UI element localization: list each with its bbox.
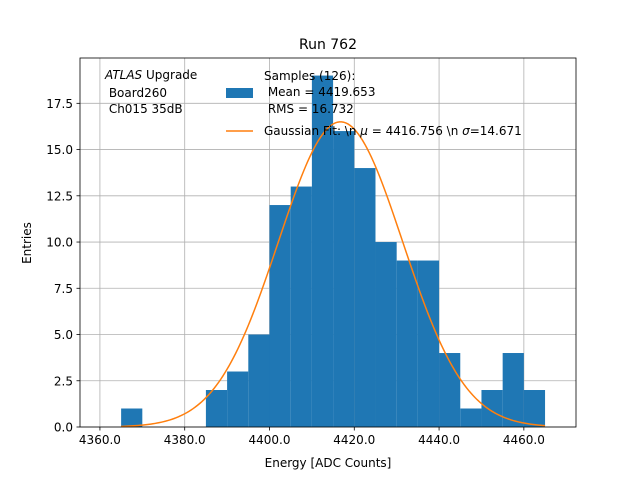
legend-fit-end: =14.671 (470, 124, 522, 138)
x-tick-label: 4460.0 (503, 433, 545, 447)
histogram-bar (248, 334, 270, 427)
x-tick-label: 4420.0 (333, 433, 375, 447)
gaussian-fit-curve (121, 121, 546, 428)
y-tick-label: 5.0 (54, 328, 73, 342)
annotation-line-3: Ch015 35dB (105, 102, 183, 116)
legend-fit-label: Gaussian Fit: \n μ = 4416.756 \n σ=14.67… (264, 124, 522, 138)
legend-fit-sigma: σ (462, 124, 470, 138)
histogram-bar (354, 168, 376, 428)
legend-fit-mu: μ (359, 124, 368, 138)
histogram-bar (481, 390, 503, 427)
histogram-bar (290, 186, 312, 427)
y-tick-label: 7.5 (54, 282, 73, 296)
x-tick-label: 4400.0 (248, 433, 290, 447)
annotation-upgrade: Upgrade (142, 68, 197, 82)
y-tick-label: 15.0 (46, 143, 73, 157)
legend-fit-mid: = 4416.756 \n (368, 124, 462, 138)
histogram-bar (523, 390, 546, 427)
histogram-bar (439, 353, 461, 427)
histogram-bars (121, 75, 546, 428)
x-axis-ticks: 4360.0 4380.0 4400.0 4420.0 4440.0 4460.0 (79, 427, 545, 447)
histogram-bar (205, 390, 228, 427)
x-tick-label: 4380.0 (164, 433, 206, 447)
x-axis-label: Energy [ADC Counts] (265, 456, 392, 470)
y-tick-label: 2.5 (54, 374, 73, 388)
y-tick-label: 12.5 (46, 189, 73, 203)
annotation-atlas: ATLAS (104, 68, 143, 82)
plot-frame (79, 57, 577, 428)
histogram-bar (269, 205, 291, 427)
annotation-line-2: Board260 (105, 86, 167, 100)
legend-hist-line-2: Mean = 4419.653 (264, 85, 375, 99)
y-axis-label: Entries (20, 222, 34, 264)
histogram-bar (375, 242, 397, 427)
x-tick-label: 4440.0 (418, 433, 460, 447)
legend: Samples (126): Mean = 4419.653 RMS = 16.… (226, 69, 522, 138)
annotation-line-1: ATLAS Upgrade (104, 68, 197, 82)
histogram-bar (502, 353, 524, 427)
legend-hist-line-1: Samples (126): (264, 69, 355, 83)
chart-title: Run 762 (299, 37, 357, 53)
legend-hist-swatch (226, 88, 253, 98)
y-axis-ticks: 0.0 2.5 5.0 7.5 10.0 12.5 15.0 17.5 (46, 97, 80, 435)
histogram-bar (417, 260, 440, 427)
histogram-bar (311, 75, 334, 428)
histogram-bar (121, 408, 143, 427)
histogram-bar (460, 408, 482, 427)
y-tick-label: 10.0 (46, 236, 73, 250)
y-tick-label: 17.5 (46, 97, 73, 111)
histogram-bar (227, 371, 249, 427)
histogram-bar (333, 131, 355, 427)
y-tick-label: 0.0 (54, 421, 73, 435)
x-tick-label: 4360.0 (79, 433, 121, 447)
atlas-annotation: ATLAS Upgrade Board260 Ch015 35dB (104, 68, 197, 116)
legend-fit-prefix: Gaussian Fit: \n (264, 124, 360, 138)
legend-hist-line-3: RMS = 16.732 (264, 102, 354, 116)
histogram-bar (396, 260, 418, 427)
